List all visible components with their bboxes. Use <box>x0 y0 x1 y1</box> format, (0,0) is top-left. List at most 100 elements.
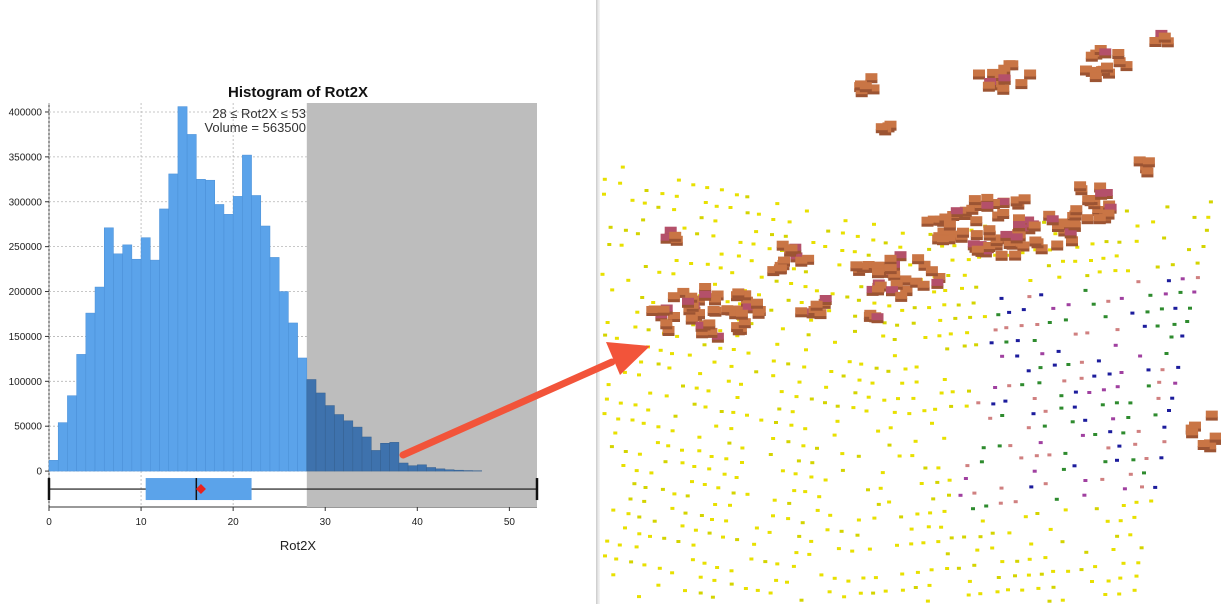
sample-point <box>945 567 950 570</box>
sample-point <box>731 410 736 414</box>
sample-point <box>827 309 832 313</box>
sample-point <box>950 390 955 394</box>
block-side <box>685 320 698 325</box>
block-top <box>974 241 987 249</box>
histogram-bar <box>343 420 354 472</box>
block-side <box>1082 201 1095 206</box>
3d-scene-viewport[interactable] <box>600 0 1221 604</box>
sample-point <box>823 401 827 405</box>
sample-point <box>1105 519 1110 523</box>
sample-point <box>996 313 1001 317</box>
block-top <box>1094 182 1107 190</box>
block-top <box>1102 209 1115 217</box>
sample-point <box>823 245 828 248</box>
block-side <box>1089 78 1102 83</box>
sample-point <box>728 503 732 507</box>
histogram-bar <box>131 258 142 472</box>
sample-point <box>1130 311 1135 315</box>
sample-point <box>610 288 615 292</box>
block-side <box>682 303 694 308</box>
sample-point <box>840 249 845 252</box>
block-side <box>1010 239 1023 244</box>
block-top <box>871 261 884 269</box>
block-side <box>1120 67 1133 72</box>
histogram-bar <box>380 443 390 472</box>
block-side <box>1000 236 1013 241</box>
block-side <box>983 248 996 252</box>
sample-point <box>648 534 652 538</box>
sample-point <box>939 525 944 529</box>
sample-point <box>1043 409 1048 413</box>
sample-point <box>946 274 951 277</box>
block-side <box>1058 232 1071 237</box>
sample-point <box>727 441 732 445</box>
sample-point <box>690 480 694 484</box>
block-top <box>721 305 734 313</box>
block-side <box>1093 220 1106 225</box>
histogram-bar <box>214 204 225 472</box>
block-top <box>872 285 884 293</box>
block-side <box>947 217 960 221</box>
sample-point <box>754 230 759 234</box>
sample-point <box>859 362 864 366</box>
sample-point <box>1089 259 1093 262</box>
sample-point <box>1019 324 1024 328</box>
sample-point <box>945 347 950 351</box>
sample-point <box>674 194 679 198</box>
sample-point <box>690 558 695 562</box>
histogram-bar <box>306 379 317 472</box>
block-side <box>1023 230 1036 235</box>
histogram-bar <box>57 422 68 472</box>
block-side <box>884 270 897 275</box>
sample-point <box>693 528 698 532</box>
sample-point <box>1155 324 1160 328</box>
sample-point <box>602 177 607 181</box>
x-tick-label: 20 <box>228 517 240 528</box>
orebody-blob <box>1185 410 1221 453</box>
sample-point <box>709 455 714 458</box>
sample-point <box>810 461 815 465</box>
block-side <box>871 319 884 324</box>
sample-point <box>896 397 900 401</box>
sample-point <box>685 494 690 498</box>
block-side <box>997 90 1010 95</box>
sample-point <box>1113 343 1118 347</box>
block-top <box>871 313 884 321</box>
sample-point <box>989 341 994 345</box>
sample-point <box>825 528 830 532</box>
block-top <box>1009 250 1022 258</box>
sample-point <box>1103 460 1108 464</box>
block-top <box>693 309 705 317</box>
block-top <box>983 242 996 249</box>
sample-point <box>1084 550 1089 554</box>
sample-point <box>1101 256 1106 260</box>
sample-point <box>826 229 831 233</box>
block-top <box>1112 49 1125 56</box>
sample-point <box>681 384 685 388</box>
3d-scene[interactable] <box>600 0 1221 604</box>
block-top <box>910 277 923 285</box>
histogram-bar <box>48 460 59 472</box>
sample-point <box>1162 236 1167 240</box>
sample-point <box>614 336 619 340</box>
block-side <box>912 260 925 265</box>
sample-point <box>1035 512 1040 515</box>
sample-point <box>1113 269 1118 273</box>
sample-point <box>853 391 858 395</box>
block-top <box>997 209 1010 216</box>
sample-point <box>914 365 919 369</box>
sample-point <box>1015 339 1020 343</box>
sample-point <box>790 410 795 414</box>
sample-point <box>643 265 648 268</box>
block-top <box>925 266 938 274</box>
sample-point <box>626 278 631 282</box>
block-top <box>943 220 956 228</box>
block-side <box>981 207 994 212</box>
panel-divider[interactable] <box>596 0 600 604</box>
sample-point <box>958 493 963 497</box>
sample-point <box>1020 383 1025 387</box>
sample-point <box>630 198 635 202</box>
block-side <box>677 293 690 298</box>
histogram-bar <box>417 464 427 472</box>
sample-point <box>1103 593 1108 596</box>
